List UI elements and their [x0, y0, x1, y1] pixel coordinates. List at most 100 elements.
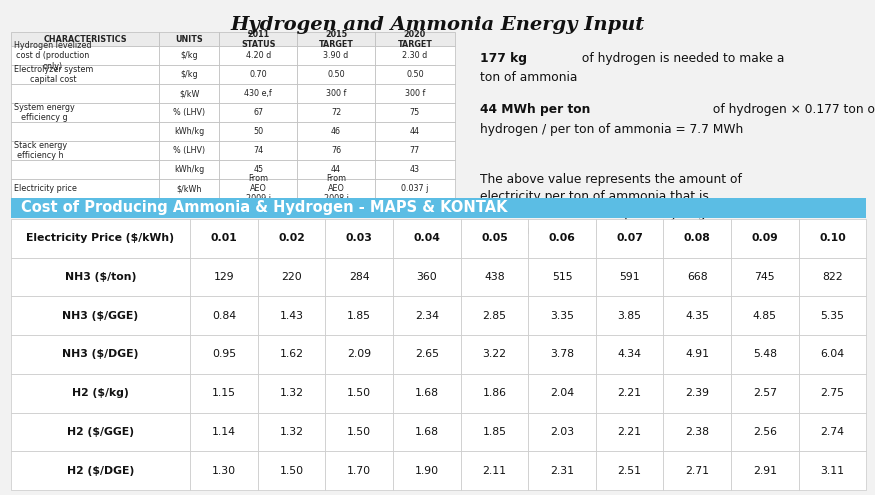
Text: 2.04: 2.04 [550, 388, 574, 398]
FancyBboxPatch shape [460, 257, 528, 297]
Text: Hydrogen levelized
cost d (production
only): Hydrogen levelized cost d (production on… [14, 41, 92, 71]
FancyBboxPatch shape [393, 335, 460, 374]
FancyBboxPatch shape [10, 198, 866, 218]
FancyBboxPatch shape [258, 451, 326, 490]
FancyBboxPatch shape [596, 297, 663, 335]
Text: 1.32: 1.32 [280, 427, 304, 437]
FancyBboxPatch shape [326, 219, 393, 257]
FancyBboxPatch shape [326, 335, 393, 374]
FancyBboxPatch shape [258, 219, 326, 257]
FancyBboxPatch shape [326, 412, 393, 451]
FancyBboxPatch shape [298, 65, 375, 84]
Text: 4.91: 4.91 [685, 349, 710, 359]
FancyBboxPatch shape [460, 297, 528, 335]
Text: 438: 438 [484, 272, 505, 282]
FancyBboxPatch shape [298, 141, 375, 160]
FancyBboxPatch shape [663, 335, 731, 374]
FancyBboxPatch shape [460, 219, 528, 257]
FancyBboxPatch shape [731, 297, 799, 335]
FancyBboxPatch shape [220, 122, 298, 141]
FancyBboxPatch shape [731, 451, 799, 490]
FancyBboxPatch shape [190, 374, 258, 412]
FancyBboxPatch shape [393, 412, 460, 451]
Text: 3.90 d: 3.90 d [324, 51, 349, 60]
Text: Electrolyzer system
capital cost: Electrolyzer system capital cost [14, 65, 94, 85]
Text: 0.05: 0.05 [481, 233, 508, 243]
Text: Stack energy
efficiency h: Stack energy efficiency h [14, 141, 67, 160]
FancyBboxPatch shape [393, 219, 460, 257]
Text: 1.30: 1.30 [212, 466, 236, 476]
Text: 1.85: 1.85 [482, 427, 507, 437]
FancyBboxPatch shape [528, 219, 596, 257]
Text: 591: 591 [620, 272, 640, 282]
FancyBboxPatch shape [159, 65, 220, 84]
FancyBboxPatch shape [799, 374, 866, 412]
FancyBboxPatch shape [731, 335, 799, 374]
FancyBboxPatch shape [258, 374, 326, 412]
Text: 284: 284 [349, 272, 369, 282]
FancyBboxPatch shape [220, 160, 298, 179]
Text: 74: 74 [253, 146, 263, 155]
Text: 129: 129 [214, 272, 235, 282]
Text: H2 ($/DGE): H2 ($/DGE) [66, 466, 134, 476]
Text: 4.34: 4.34 [618, 349, 641, 359]
FancyBboxPatch shape [326, 374, 393, 412]
FancyBboxPatch shape [159, 160, 220, 179]
FancyBboxPatch shape [799, 219, 866, 257]
Text: 220: 220 [281, 272, 302, 282]
FancyBboxPatch shape [159, 46, 220, 65]
Text: 1.86: 1.86 [482, 388, 507, 398]
Text: 1.70: 1.70 [347, 466, 371, 476]
Text: of hydrogen is needed to make a: of hydrogen is needed to make a [578, 52, 784, 65]
Text: 5.35: 5.35 [821, 311, 844, 321]
Text: 668: 668 [687, 272, 708, 282]
Text: 745: 745 [754, 272, 775, 282]
Text: % (LHV): % (LHV) [173, 108, 206, 117]
FancyBboxPatch shape [375, 84, 455, 103]
Text: 2.34: 2.34 [415, 311, 439, 321]
Text: hydrogen / per ton of ammonia = 7.7 MWh: hydrogen / per ton of ammonia = 7.7 MWh [480, 123, 744, 136]
Text: 300 f: 300 f [405, 89, 425, 98]
Text: 0.50: 0.50 [327, 70, 345, 79]
FancyBboxPatch shape [190, 219, 258, 257]
FancyBboxPatch shape [190, 335, 258, 374]
FancyBboxPatch shape [190, 297, 258, 335]
FancyBboxPatch shape [298, 179, 375, 198]
Text: 3.85: 3.85 [618, 311, 641, 321]
FancyBboxPatch shape [10, 84, 159, 103]
Text: NH3 ($/ton): NH3 ($/ton) [65, 272, 136, 282]
FancyBboxPatch shape [596, 451, 663, 490]
FancyBboxPatch shape [596, 257, 663, 297]
FancyBboxPatch shape [10, 103, 159, 122]
Text: 46: 46 [331, 127, 341, 136]
FancyBboxPatch shape [375, 122, 455, 141]
FancyBboxPatch shape [159, 103, 220, 122]
Text: 2.03: 2.03 [550, 427, 574, 437]
FancyBboxPatch shape [220, 32, 298, 46]
FancyBboxPatch shape [298, 32, 375, 46]
FancyBboxPatch shape [10, 219, 190, 257]
Text: 4.85: 4.85 [752, 311, 777, 321]
Text: 430 e,f: 430 e,f [244, 89, 272, 98]
Text: 3.78: 3.78 [550, 349, 574, 359]
FancyBboxPatch shape [10, 65, 159, 84]
Text: 2.91: 2.91 [752, 466, 777, 476]
FancyBboxPatch shape [326, 451, 393, 490]
Text: 0.50: 0.50 [406, 70, 423, 79]
Text: 1.68: 1.68 [415, 388, 439, 398]
Text: NH3 ($/DGE): NH3 ($/DGE) [62, 349, 138, 359]
Text: 2.39: 2.39 [685, 388, 710, 398]
Text: 2.30 d: 2.30 d [402, 51, 428, 60]
Text: 3.35: 3.35 [550, 311, 574, 321]
Text: From
AEO
2008 j: From AEO 2008 j [324, 174, 348, 203]
Text: 2.56: 2.56 [752, 427, 777, 437]
FancyBboxPatch shape [258, 335, 326, 374]
Text: 67: 67 [253, 108, 263, 117]
FancyBboxPatch shape [190, 412, 258, 451]
Text: 6.04: 6.04 [821, 349, 844, 359]
FancyBboxPatch shape [10, 122, 159, 141]
Text: 1.50: 1.50 [347, 388, 371, 398]
Text: 515: 515 [552, 272, 572, 282]
Text: UNITS: UNITS [176, 35, 203, 44]
Text: 2011
STATUS: 2011 STATUS [241, 30, 276, 49]
